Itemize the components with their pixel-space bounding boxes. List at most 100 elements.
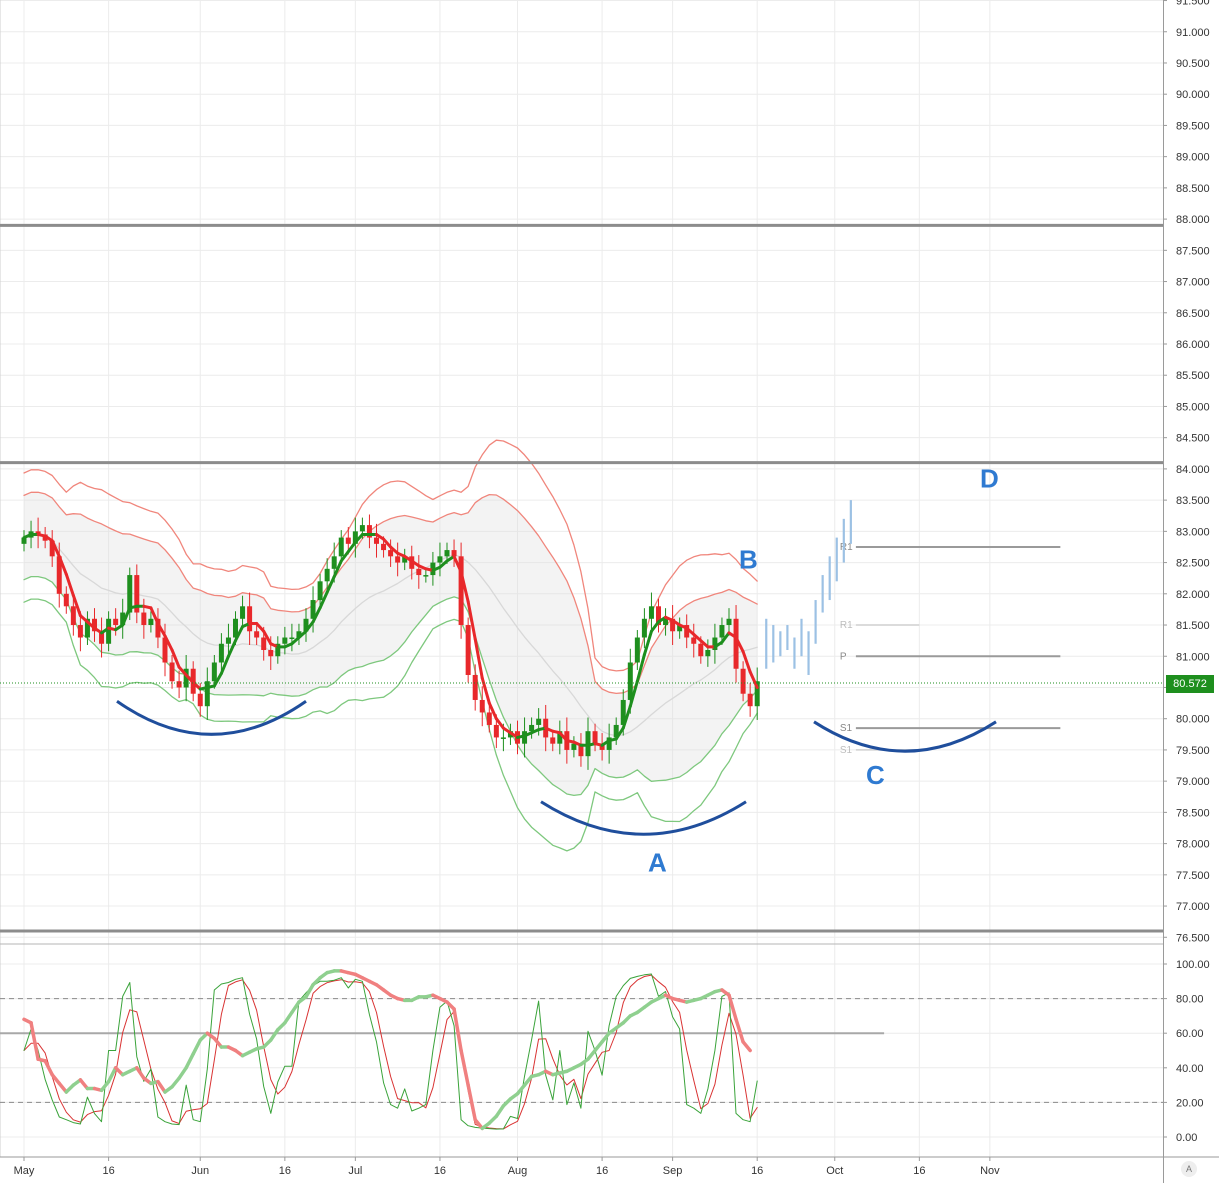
candle-body	[634, 637, 640, 663]
momentum-line-segment	[290, 1000, 301, 1015]
auto-scale-button[interactable]: A	[1181, 1161, 1197, 1177]
oscillator-tick-label: 20.00	[1176, 1097, 1204, 1109]
momentum-line-segment	[515, 1083, 527, 1096]
candle-body	[733, 618, 739, 669]
price-tick-label: 85.000	[1176, 401, 1210, 413]
date-tick-label: Sep	[663, 1165, 683, 1177]
candle-body	[21, 537, 27, 544]
moving-average-segment	[57, 554, 68, 576]
candle-body	[366, 525, 372, 538]
candle-body	[641, 618, 647, 638]
candle-body	[218, 643, 224, 663]
moving-average-segment	[191, 681, 202, 691]
moving-average-segment	[184, 673, 195, 685]
moving-average-segment	[50, 539, 61, 558]
moving-average-segment	[311, 606, 322, 624]
candle-body	[557, 731, 563, 744]
price-tick-label: 89.000	[1176, 152, 1210, 164]
candle-body	[719, 625, 725, 638]
candle-body	[211, 662, 217, 682]
price-tick-label: 82.000	[1176, 589, 1210, 601]
price-tick-label: 77.000	[1176, 901, 1210, 913]
moving-average-segment	[614, 726, 625, 741]
price-tick-label: 90.500	[1176, 58, 1210, 70]
moving-average-segment	[255, 621, 266, 633]
momentum-line-segment	[522, 1074, 534, 1087]
momentum-line-segment	[741, 1040, 752, 1053]
price-tick-label: 81.000	[1176, 651, 1210, 663]
candle-body	[63, 593, 69, 607]
moving-average-segment	[642, 629, 653, 657]
candle-body	[620, 699, 626, 725]
price-tick-label: 86.500	[1176, 308, 1210, 320]
candle-body	[402, 556, 408, 563]
candle-body	[141, 612, 147, 626]
price-tick-label: 90.000	[1176, 89, 1210, 101]
candle-body	[388, 550, 394, 557]
oscillator-tick-label: 60.00	[1176, 1028, 1204, 1040]
candle-body	[324, 568, 330, 582]
oscillator-tick-label: 100.00	[1176, 959, 1210, 971]
price-tick-label: 84.000	[1176, 464, 1210, 476]
candle-body	[92, 618, 97, 632]
price-tick-label: 79.000	[1176, 776, 1210, 788]
momentum-line-segment	[135, 1066, 146, 1080]
candle-body	[282, 637, 288, 644]
moving-average-segment	[332, 559, 343, 579]
candle-body	[374, 537, 379, 544]
candle-body	[261, 637, 267, 651]
moving-average-segment	[121, 606, 132, 627]
candle-body	[571, 743, 577, 750]
candle-body	[493, 724, 499, 738]
pattern-label-a: A	[648, 847, 667, 877]
price-tick-label: 84.500	[1176, 433, 1210, 445]
momentum-line-segment	[29, 1021, 40, 1061]
moving-average-segment	[339, 550, 350, 563]
moving-average-segment	[635, 653, 646, 683]
moving-average-segment	[219, 654, 230, 675]
candle-body	[35, 531, 41, 535]
candle-body	[134, 575, 140, 613]
momentum-line-segment	[99, 1079, 111, 1093]
moving-average-segment	[170, 648, 181, 669]
candle-body	[99, 631, 105, 644]
candle-body	[613, 724, 619, 738]
candle-body	[606, 737, 612, 750]
price-tick-label: 77.500	[1176, 870, 1210, 882]
moving-average-segment	[720, 631, 731, 644]
moving-average-segment	[734, 636, 745, 654]
momentum-line-segment	[734, 1017, 745, 1044]
outer-upper-band-line	[23, 439, 758, 672]
candle-body	[127, 575, 133, 613]
momentum-line-segment	[184, 1052, 195, 1070]
candle-body	[289, 637, 295, 640]
candle-body	[169, 662, 175, 682]
candle-body	[381, 543, 387, 551]
moving-average-segment	[297, 629, 308, 640]
candle-body	[247, 606, 253, 632]
candle-body	[70, 606, 76, 626]
candle-body	[726, 618, 732, 626]
candle-body	[740, 668, 746, 694]
moving-average-segment	[212, 671, 223, 688]
momentum-line-segment	[459, 1048, 470, 1087]
moving-average-segment	[741, 650, 752, 674]
candle-body	[148, 618, 154, 626]
moving-average-segment	[353, 532, 364, 544]
candle-body	[268, 650, 274, 657]
momentum-line-segment	[156, 1079, 167, 1094]
date-tick-label: 16	[751, 1165, 763, 1177]
price-tick-label: 91.500	[1176, 0, 1210, 8]
moving-average-segment	[699, 639, 710, 649]
candle-body	[303, 618, 309, 632]
price-tick-label: 83.500	[1176, 495, 1210, 507]
outer-lower-band-line	[23, 598, 758, 852]
candle-body	[705, 650, 711, 657]
candle-body	[296, 631, 302, 638]
candle-body	[479, 699, 485, 713]
candle-body	[670, 618, 676, 632]
candle-body	[684, 625, 690, 638]
momentum-line-segment	[106, 1066, 118, 1084]
